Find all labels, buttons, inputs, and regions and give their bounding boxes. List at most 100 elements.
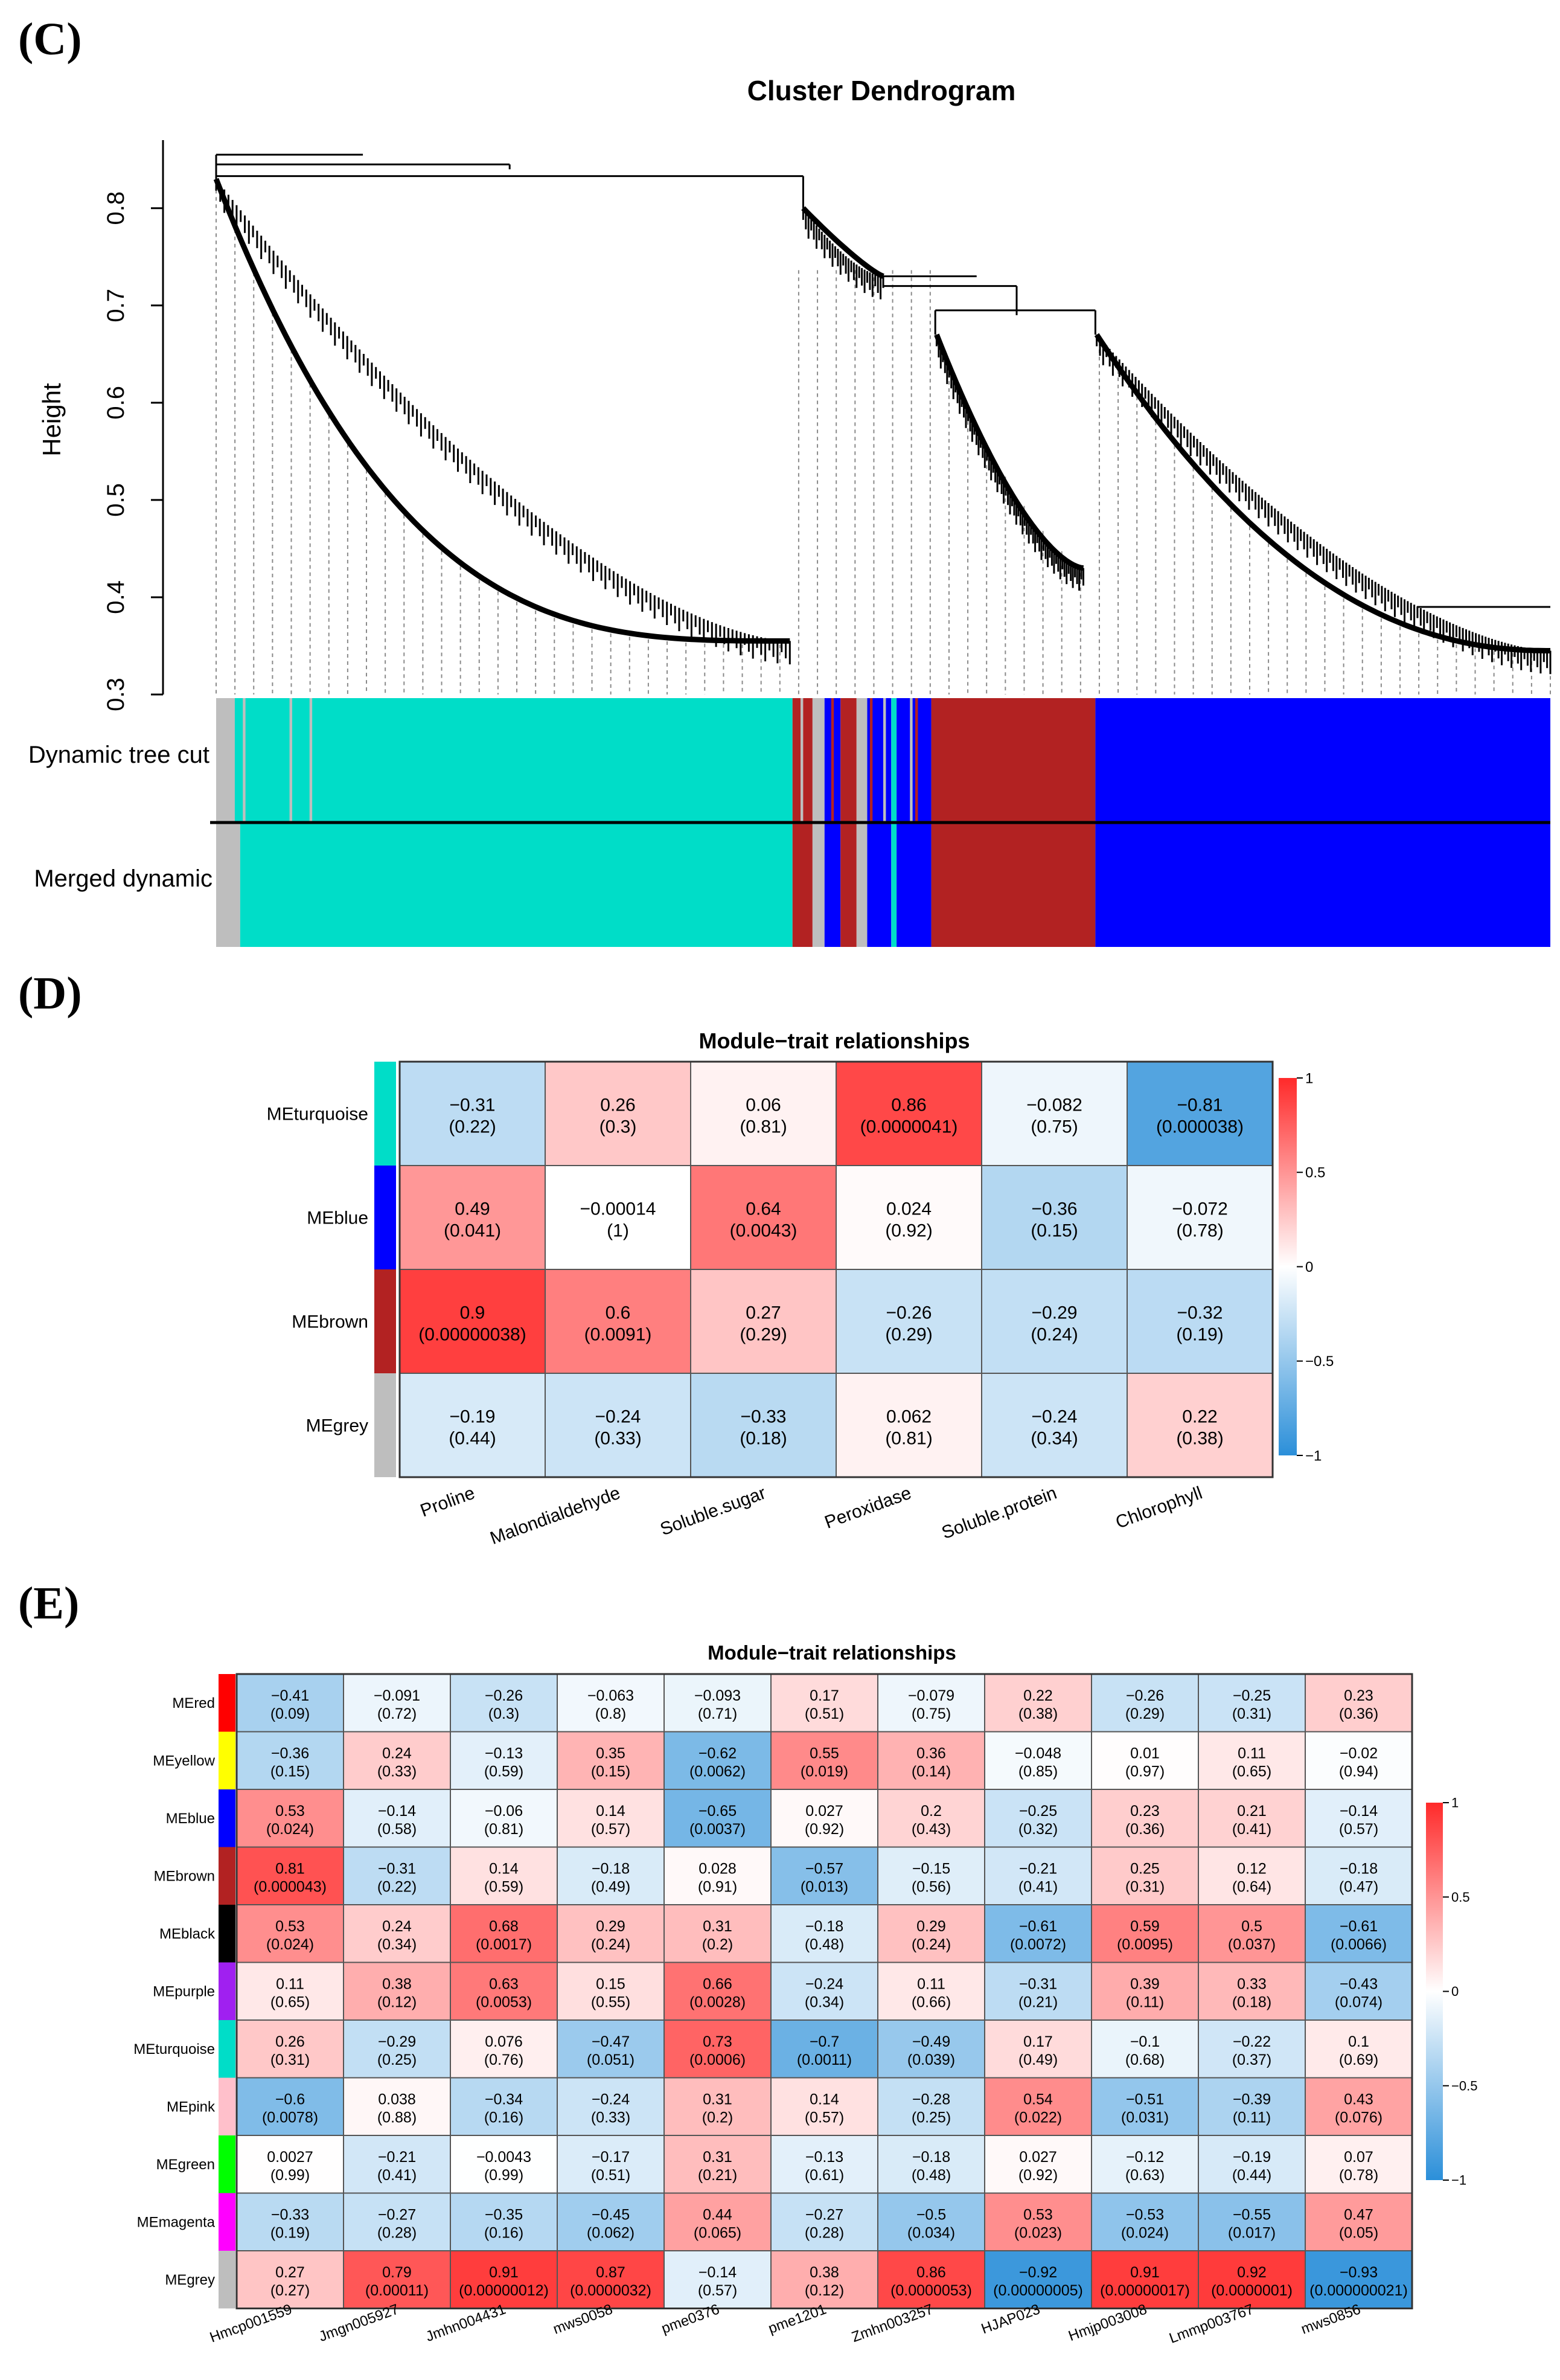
- d-pvalue-2-5: (0.19): [1176, 1325, 1223, 1345]
- e-value-8-4: 0.31: [703, 2149, 732, 2166]
- color-bar-1-7: [867, 824, 892, 947]
- d-cell-0-4: [981, 1061, 1128, 1166]
- y-tick-label-1: 0.4: [103, 580, 129, 614]
- e-row-color-0: [219, 1674, 235, 1732]
- e-value-3-1: −0.31: [378, 1861, 416, 1878]
- e-cell-10-7: [984, 2250, 1092, 2309]
- e-value-10-0: 0.27: [275, 2264, 305, 2281]
- y-tick-label-3: 0.6: [103, 386, 129, 420]
- e-pvalue-4-1: (0.34): [377, 1936, 417, 1953]
- dendrogram-leaf-lines: [216, 182, 1551, 694]
- e-value-4-10: −0.61: [1340, 1918, 1378, 1935]
- d-row-color-3: [374, 1373, 396, 1477]
- e-cell-1-7: [984, 1731, 1092, 1790]
- e-value-8-2: −0.0043: [476, 2149, 531, 2166]
- e-value-1-4: −0.62: [698, 1745, 737, 1762]
- e-pvalue-5-9: (0.18): [1232, 1994, 1271, 2011]
- e-row-label-4: MEblack: [159, 1926, 216, 1942]
- e-pvalue-5-10: (0.074): [1335, 1994, 1383, 2011]
- e-cell-2-7: [984, 1789, 1092, 1848]
- e-pvalue-2-8: (0.36): [1125, 1821, 1165, 1838]
- e-value-6-2: 0.076: [485, 2033, 523, 2050]
- e-pvalue-6-9: (0.37): [1232, 2051, 1271, 2068]
- e-cell-3-6: [877, 1846, 985, 1905]
- e-cell-5-0: [236, 1961, 344, 2021]
- e-cell-0-5: [770, 1673, 878, 1733]
- d-cell-0-3: [836, 1061, 982, 1166]
- e-value-7-10: 0.43: [1344, 2091, 1373, 2108]
- d-col-label-5: Chlorophyll: [1113, 1483, 1205, 1533]
- e-cell-10-8: [1091, 2250, 1199, 2309]
- e-pvalue-7-4: (0.2): [702, 2109, 733, 2126]
- e-pvalue-6-2: (0.76): [484, 2051, 523, 2068]
- e-value-9-7: 0.53: [1023, 2207, 1053, 2224]
- d-pvalue-3-5: (0.38): [1176, 1429, 1223, 1449]
- color-bar-0-5: [840, 698, 857, 821]
- d-scale-label-1: 0.5: [1305, 1165, 1325, 1181]
- e-value-3-7: −0.21: [1019, 1861, 1057, 1878]
- e-value-9-4: 0.44: [703, 2207, 732, 2224]
- e-cell-6-9: [1198, 2019, 1306, 2079]
- e-value-9-0: −0.33: [271, 2207, 309, 2224]
- d-pvalue-2-4: (0.24): [1031, 1325, 1078, 1345]
- e-pvalue-2-9: (0.41): [1232, 1821, 1271, 1838]
- e-scale-label-1: 0.5: [1451, 1890, 1470, 1905]
- e-cell-4-6: [877, 1904, 985, 1963]
- d-scale-label-2: 0: [1305, 1259, 1313, 1275]
- e-pvalue-1-2: (0.59): [484, 1763, 523, 1780]
- turquoise-cluster-leaves: [215, 179, 791, 665]
- e-pvalue-5-7: (0.21): [1018, 1994, 1058, 2011]
- e-pvalue-6-4: (0.0006): [689, 2051, 746, 2068]
- e-pvalue-2-0: (0.024): [266, 1821, 314, 1838]
- e-pvalue-10-6: (0.0000053): [890, 2282, 972, 2299]
- e-pvalue-3-7: (0.41): [1018, 1879, 1058, 1896]
- e-cell-10-2: [450, 2250, 558, 2309]
- e-pvalue-1-0: (0.15): [270, 1763, 310, 1780]
- color-bar-1-8: [891, 824, 897, 947]
- e-cell-10-10: [1305, 2250, 1413, 2309]
- d-value-2-4: −0.29: [1032, 1303, 1078, 1323]
- e-cell-8-10: [1305, 2135, 1413, 2194]
- e-value-10-7: −0.92: [1019, 2264, 1057, 2281]
- e-row-color-6: [219, 2020, 235, 2078]
- e-pvalue-4-0: (0.024): [266, 1936, 314, 1953]
- e-pvalue-5-2: (0.0053): [476, 1994, 532, 2011]
- e-cell-4-0: [236, 1904, 344, 1963]
- e-pvalue-7-8: (0.031): [1121, 2109, 1169, 2126]
- color-stripe-1: [243, 698, 246, 821]
- d-pvalue-0-4: (0.75): [1031, 1117, 1078, 1137]
- e-pvalue-8-10: (0.78): [1339, 2167, 1378, 2184]
- e-pvalue-9-2: (0.16): [484, 2225, 523, 2242]
- d-cell-0-2: [690, 1061, 837, 1166]
- e-value-3-5: −0.57: [805, 1861, 843, 1878]
- d-frame: [398, 1060, 1274, 1478]
- d-pvalue-1-5: (0.78): [1176, 1221, 1223, 1241]
- d-value-0-0: −0.31: [450, 1095, 496, 1115]
- e-pvalue-10-8: (0.00000017): [1100, 2282, 1190, 2299]
- e-value-5-0: 0.11: [276, 1976, 304, 1993]
- e-value-8-8: −0.12: [1126, 2149, 1164, 2166]
- e-cell-1-10: [1305, 1731, 1413, 1790]
- color-bar-1-9: [897, 824, 932, 947]
- e-value-5-7: −0.31: [1019, 1976, 1057, 1993]
- d-scale-label-3: −0.5: [1305, 1353, 1334, 1370]
- e-row-label-9: MEmagenta: [137, 2215, 216, 2231]
- e-pvalue-0-8: (0.29): [1125, 1705, 1165, 1722]
- e-pvalue-7-3: (0.33): [591, 2109, 630, 2126]
- heatmap-e: Module−trait relationships MEred −0.41(0.…: [133, 1641, 1477, 2347]
- e-value-4-3: 0.29: [596, 1918, 625, 1935]
- e-pvalue-4-8: (0.0095): [1117, 1936, 1173, 1953]
- e-value-0-10: 0.23: [1344, 1687, 1373, 1704]
- e-value-8-5: −0.13: [805, 2149, 843, 2166]
- e-pvalue-9-0: (0.19): [270, 2225, 310, 2242]
- d-pvalue-0-5: (0.000038): [1156, 1117, 1244, 1137]
- e-cell-8-2: [450, 2135, 558, 2194]
- d-col-label-3: Peroxidase: [822, 1483, 914, 1533]
- e-value-6-7: 0.17: [1023, 2033, 1053, 2050]
- d-pvalue-1-4: (0.15): [1031, 1221, 1078, 1241]
- e-value-3-4: 0.028: [698, 1861, 737, 1878]
- e-row-label-10: MEgrey: [165, 2272, 215, 2288]
- d-value-2-3: −0.26: [886, 1303, 932, 1323]
- e-scale-label-0: 1: [1451, 1795, 1459, 1811]
- e-cell-8-3: [557, 2135, 665, 2194]
